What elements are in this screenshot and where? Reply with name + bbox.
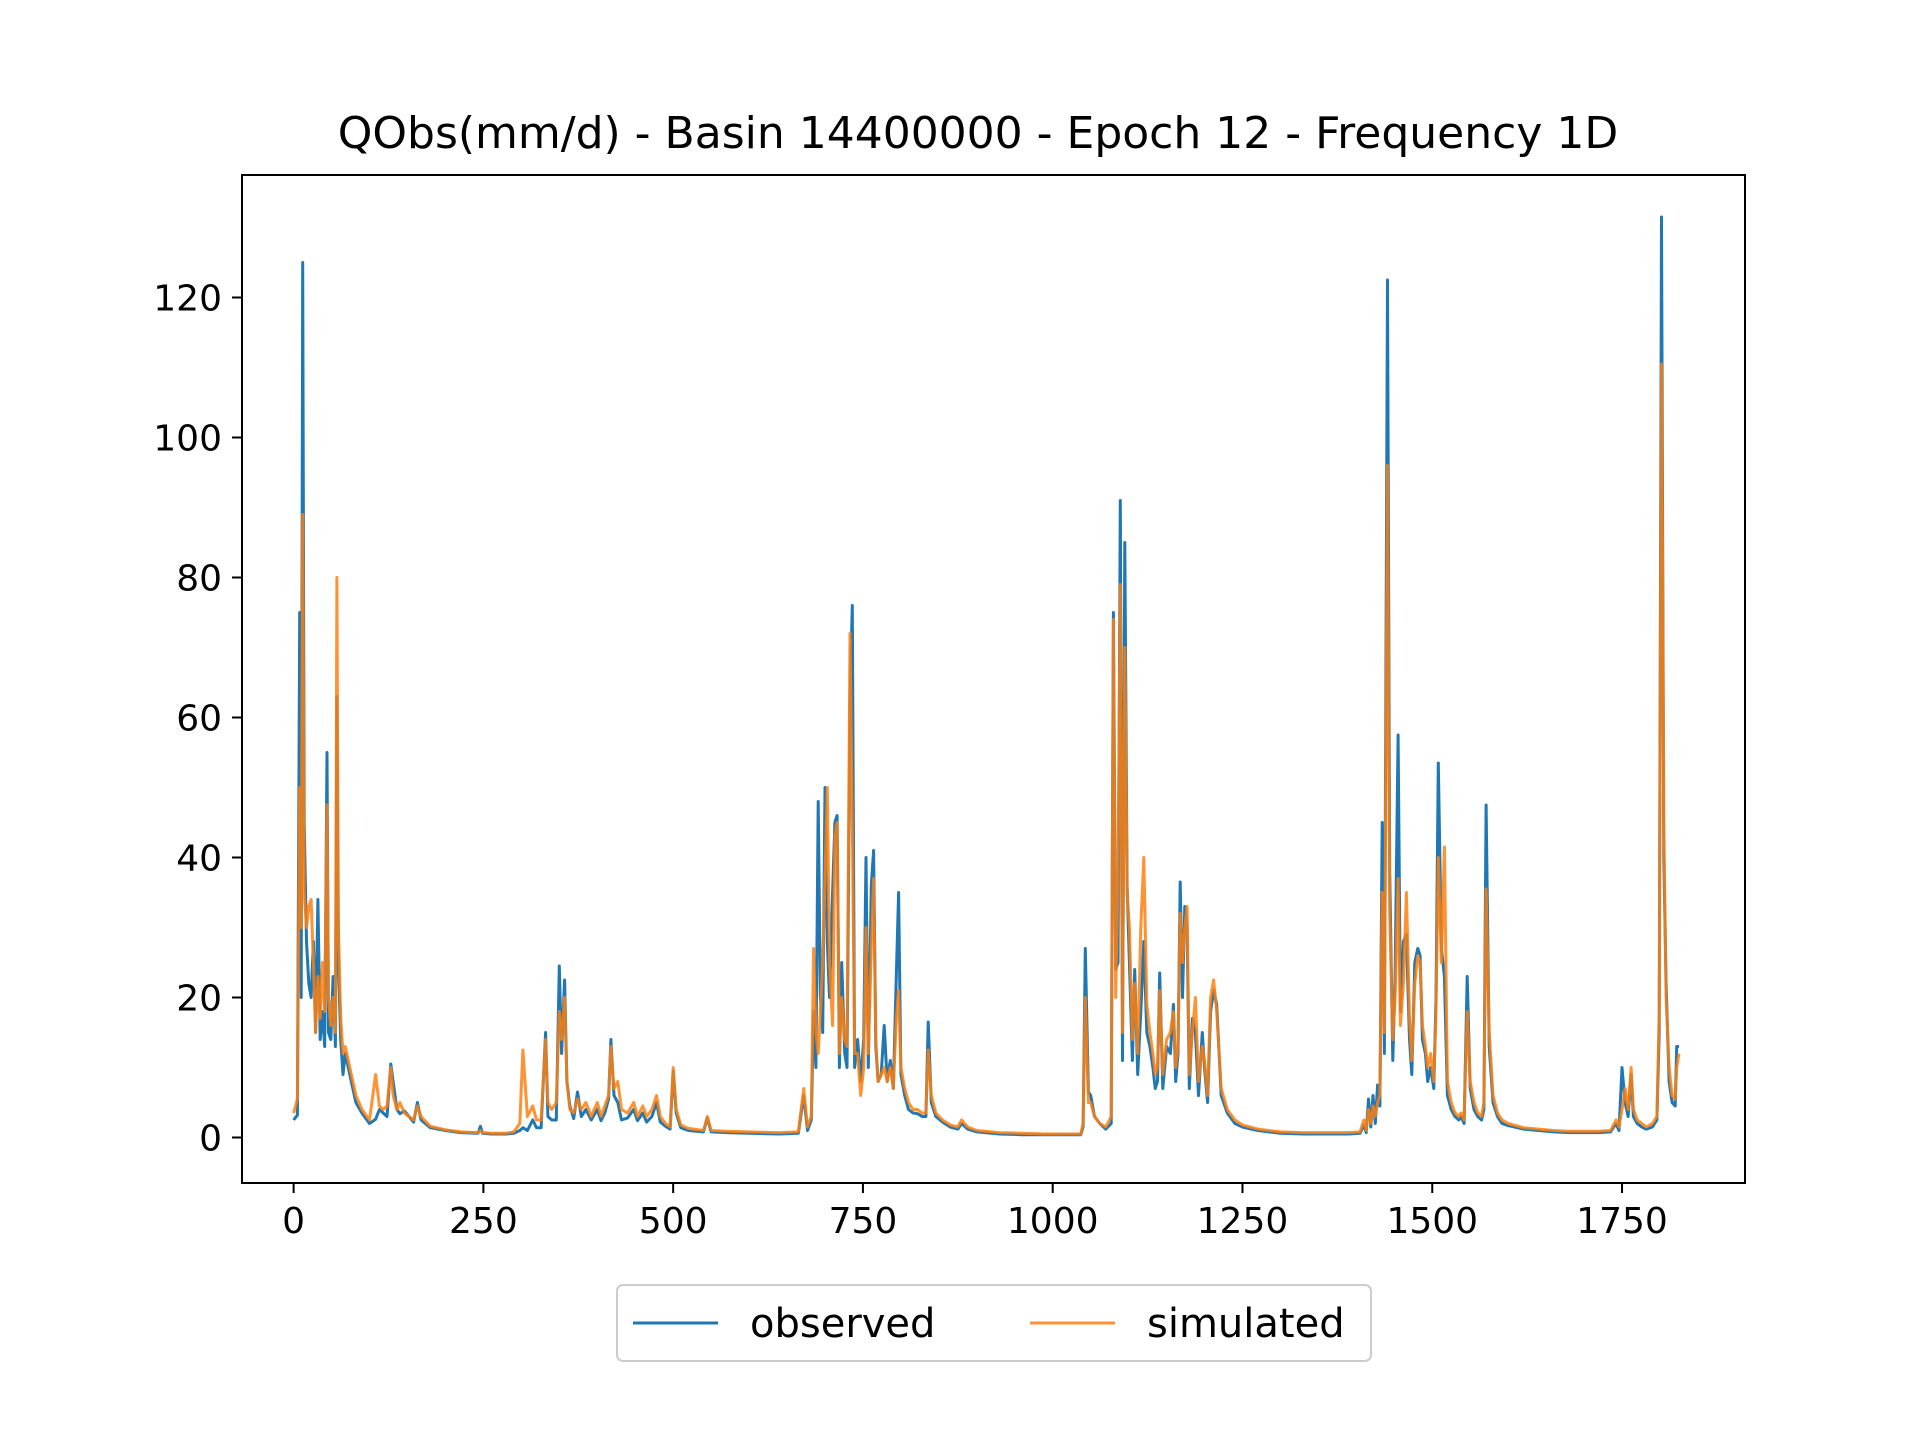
series-layer xyxy=(292,215,1681,1137)
legend: observed simulated xyxy=(616,1284,1372,1362)
y-tick-label: 80 xyxy=(176,559,222,600)
x-tick-label: 250 xyxy=(449,1201,518,1242)
x-tick-label: 1750 xyxy=(1576,1201,1668,1242)
x-tick-label: 0 xyxy=(282,1201,305,1242)
x-tick-label: 1500 xyxy=(1386,1201,1478,1242)
plot-area-frame xyxy=(241,174,1746,1184)
series-line-observed xyxy=(292,215,1679,1137)
legend-label-simulated: simulated xyxy=(1147,1301,1345,1347)
x-tick-label: 750 xyxy=(829,1201,898,1242)
y-axis: 0 20 40 60 80 100 120 xyxy=(153,279,242,1160)
legend-label-observed: observed xyxy=(750,1301,935,1347)
y-tick-label: 40 xyxy=(176,839,222,880)
y-tick-label: 20 xyxy=(176,979,222,1020)
legend-frame xyxy=(616,1284,1372,1362)
chart-title: QObs(mm/d) - Basin 14400000 - Epoch 12 -… xyxy=(338,108,1618,159)
series-line-simulated xyxy=(292,362,1681,1136)
x-tick-label: 500 xyxy=(639,1201,708,1242)
y-tick-label: 0 xyxy=(199,1119,222,1160)
y-tick-label: 120 xyxy=(153,279,222,320)
y-tick-label: 100 xyxy=(153,419,222,460)
x-tick-label: 1250 xyxy=(1197,1201,1289,1242)
x-tick-label: 1000 xyxy=(1007,1201,1099,1242)
y-tick-label: 60 xyxy=(176,699,222,740)
x-axis: 0 250 500 750 1000 1250 1500 1750 xyxy=(282,1183,1668,1242)
